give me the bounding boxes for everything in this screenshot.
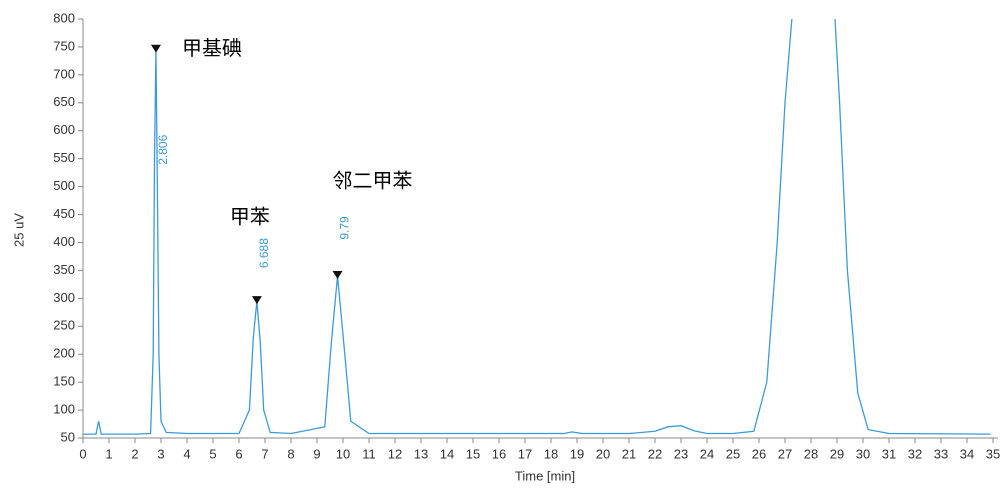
x-tick-label: 22 bbox=[648, 446, 662, 461]
x-tick-label: 20 bbox=[596, 446, 610, 461]
peak-marker bbox=[251, 296, 262, 305]
x-tick-label: 30 bbox=[856, 446, 870, 461]
peak-time: 2.806 bbox=[156, 134, 170, 164]
y-tick-label: 100 bbox=[53, 402, 75, 417]
x-tick-label: 4 bbox=[183, 446, 190, 461]
x-tick-label: 10 bbox=[336, 446, 350, 461]
y-tick-label: 500 bbox=[53, 178, 75, 193]
x-tick-label: 29 bbox=[830, 446, 844, 461]
x-tick-label: 26 bbox=[752, 446, 766, 461]
trace-line bbox=[83, 19, 991, 435]
peak-name: 甲苯 bbox=[230, 205, 270, 229]
x-tick-label: 25 bbox=[726, 446, 740, 461]
x-tick-label: 32 bbox=[908, 446, 922, 461]
x-tick-label: 23 bbox=[674, 446, 688, 461]
x-tick-label: 8 bbox=[287, 446, 294, 461]
y-tick-label: 250 bbox=[53, 318, 75, 333]
peak-name: 甲基碘 bbox=[182, 36, 242, 60]
x-tick-label: 35 bbox=[986, 446, 1000, 461]
peak-time: 6.688 bbox=[257, 238, 271, 268]
x-tick-label: 7 bbox=[261, 446, 268, 461]
x-tick-label: 13 bbox=[414, 446, 428, 461]
x-tick-label: 5 bbox=[209, 446, 216, 461]
x-tick-label: 6 bbox=[235, 446, 242, 461]
x-tick-label: 3 bbox=[157, 446, 164, 461]
peak-time: 9.79 bbox=[338, 216, 352, 240]
x-tick-label: 21 bbox=[622, 446, 636, 461]
y-tick-label: 300 bbox=[53, 290, 75, 305]
x-tick-label: 14 bbox=[440, 446, 454, 461]
x-tick-label: 16 bbox=[492, 446, 506, 461]
peak-marker bbox=[150, 44, 161, 53]
x-tick-label: 12 bbox=[388, 446, 402, 461]
x-tick-label: 24 bbox=[700, 446, 714, 461]
y-axis-label: 25 uV bbox=[11, 213, 26, 247]
x-tick-label: 15 bbox=[466, 446, 480, 461]
y-tick-label: 150 bbox=[53, 374, 75, 389]
x-tick-label: 33 bbox=[934, 446, 948, 461]
x-tick-label: 31 bbox=[882, 446, 896, 461]
x-tick-label: 27 bbox=[778, 446, 792, 461]
x-tick-label: 1 bbox=[105, 446, 112, 461]
peak-marker bbox=[332, 270, 343, 279]
x-tick-label: 2 bbox=[131, 446, 138, 461]
x-tick-label: 19 bbox=[570, 446, 584, 461]
y-tick-label: 700 bbox=[53, 66, 75, 81]
x-tick-label: 0 bbox=[79, 446, 86, 461]
y-tick-label: 50 bbox=[61, 429, 75, 444]
peak-name: 邻二甲苯 bbox=[333, 168, 413, 192]
y-tick-label: 550 bbox=[53, 150, 75, 165]
y-tick-label: 400 bbox=[53, 234, 75, 249]
x-tick-label: 34 bbox=[960, 446, 974, 461]
y-tick-label: 450 bbox=[53, 206, 75, 221]
y-tick-label: 650 bbox=[53, 94, 75, 109]
x-tick-label: 17 bbox=[518, 446, 532, 461]
y-tick-label: 350 bbox=[53, 262, 75, 277]
x-tick-label: 11 bbox=[362, 446, 376, 461]
x-tick-label: 18 bbox=[544, 446, 558, 461]
x-axis-label: Time [min] bbox=[515, 468, 575, 483]
x-tick-label: 9 bbox=[313, 446, 320, 461]
y-tick-label: 200 bbox=[53, 346, 75, 361]
x-tick-label: 28 bbox=[804, 446, 818, 461]
y-tick-label: 600 bbox=[53, 122, 75, 137]
y-tick-label: 750 bbox=[53, 38, 75, 53]
y-tick-label: 800 bbox=[53, 10, 75, 25]
